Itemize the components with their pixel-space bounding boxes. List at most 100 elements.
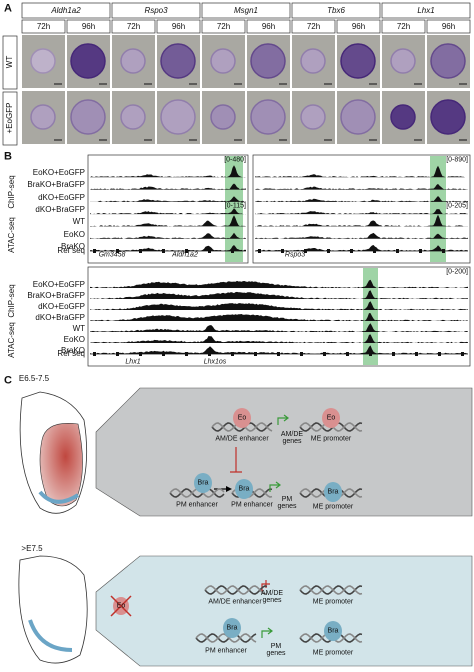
row-header (2, 91, 18, 146)
track-range: [0-890] (446, 156, 468, 164)
element-label: AM/DE enhancer (208, 598, 262, 606)
element-label: ME promoter (312, 503, 354, 511)
gene-header (201, 2, 291, 19)
colony (250, 99, 286, 135)
track-name: WT (72, 323, 85, 333)
time-label: 96h (351, 22, 366, 31)
panel-label: B (4, 150, 12, 163)
dna-strand (211, 422, 273, 432)
time-cell (246, 19, 291, 34)
signal-track (90, 334, 468, 343)
row-label: +EoGFP (5, 102, 14, 134)
exon (442, 249, 445, 253)
colony (430, 43, 466, 79)
signal-track (255, 196, 468, 202)
exon (93, 352, 96, 356)
time-label: 72h (36, 22, 51, 31)
gene-label: AM/DE genes (260, 590, 284, 604)
gene-name: Rspo3 (284, 251, 306, 259)
gene-name: Lhx1os (203, 358, 227, 366)
track-name: dKO+EoGFP (38, 192, 85, 202)
dna-strand (299, 422, 363, 432)
colony (340, 99, 376, 135)
embryo-region (39, 423, 83, 507)
exon (300, 352, 303, 356)
gene-arrow (269, 481, 281, 492)
time-cell (21, 19, 66, 34)
track-range: [0-200] (446, 268, 468, 276)
row-label: WT (5, 55, 14, 69)
signal-track (90, 323, 468, 332)
context-box-top (95, 387, 473, 517)
dna-strand (204, 585, 268, 595)
gene-name: Rspo3 (144, 6, 168, 15)
element-label: AM/DE enhancer (215, 435, 269, 443)
time-label: 96h (441, 22, 456, 31)
time-label: 72h (126, 22, 141, 31)
exon (281, 249, 284, 253)
exon (116, 352, 119, 356)
time-cell (291, 19, 336, 34)
colony (300, 48, 326, 74)
exon (373, 249, 376, 253)
track-name: BraKO+BraGFP (27, 180, 85, 190)
embryo-stripe (28, 619, 73, 652)
signal-track (90, 208, 246, 215)
exon (254, 352, 257, 356)
factor-label: Bra (327, 488, 339, 496)
factor (324, 621, 342, 641)
factor-label: Bra (238, 485, 250, 493)
exon (231, 352, 234, 356)
row-header (2, 35, 18, 90)
gene-label: AM/DE genes (280, 431, 304, 445)
time-cell (111, 19, 156, 34)
highlight-band (430, 156, 446, 262)
exon (415, 352, 418, 356)
exon (392, 352, 395, 356)
exon (396, 249, 399, 253)
exon (346, 352, 349, 356)
stage-label: >E7.5 (21, 544, 43, 553)
signal-track (90, 279, 468, 288)
signal-track (90, 232, 246, 239)
exon (231, 249, 234, 253)
exon (438, 352, 441, 356)
gene-label: PM genes (266, 643, 286, 657)
signal-track (90, 345, 468, 354)
time-label: 96h (171, 22, 186, 31)
factor (322, 408, 340, 428)
factor-label: Eo (237, 414, 247, 422)
track-name: EoKO (63, 229, 85, 239)
assay-label: ATAC-seq (7, 216, 16, 253)
assay-label: ChIP-seq (7, 174, 16, 209)
exon (139, 249, 142, 253)
colony (160, 43, 196, 79)
exon (350, 249, 353, 253)
exon (162, 249, 165, 253)
context-box-bottom (95, 555, 473, 667)
factor (194, 473, 212, 493)
exon (369, 352, 372, 356)
gene-arrow (261, 627, 273, 638)
exon (162, 352, 165, 356)
exon (258, 249, 261, 253)
embryo-bottom (18, 555, 88, 664)
colony (70, 43, 106, 79)
gene-name: Lhx1 (417, 6, 435, 15)
gene-name: Aldh1a2 (172, 251, 198, 259)
element-label: PM enhancer (231, 501, 273, 509)
dna-strand (299, 585, 363, 595)
factor-label: Bra (327, 627, 339, 635)
track-name: EoKO+EoGFP (32, 279, 85, 289)
inhibition (230, 447, 242, 473)
colony (30, 104, 56, 130)
time-label: 96h (81, 22, 96, 31)
gene-name: Msgn1 (233, 6, 259, 15)
track-name: Ref seq (57, 349, 85, 358)
track-range: [0-115] (224, 202, 246, 210)
colony (120, 48, 146, 74)
gene-name: Aldh1a2 (51, 6, 81, 15)
track-name: dKO+BraGFP (35, 312, 85, 322)
